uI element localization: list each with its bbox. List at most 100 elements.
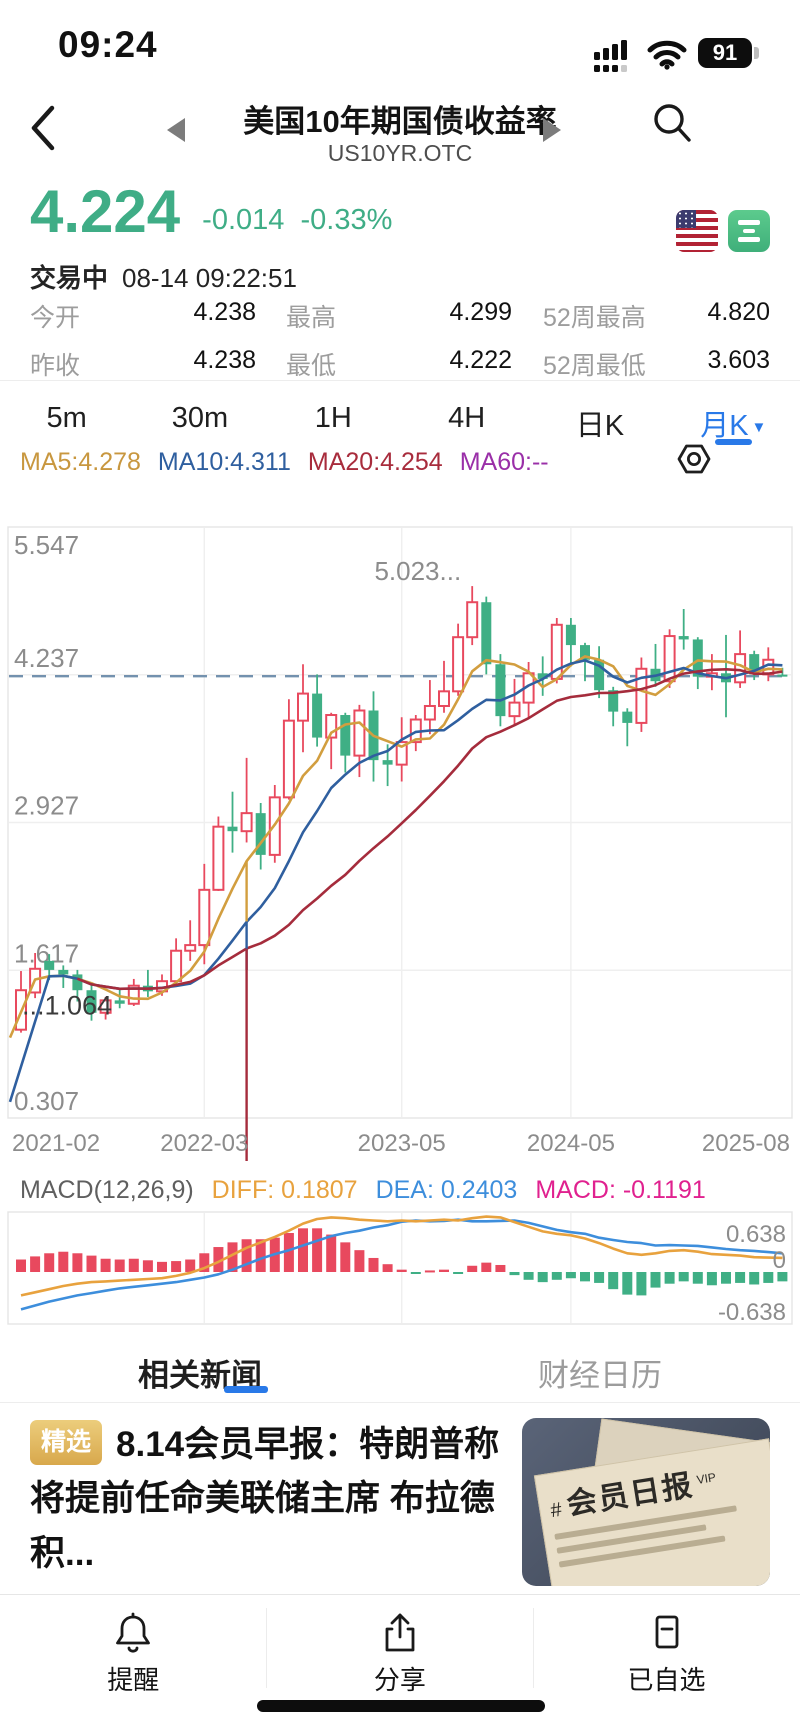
diff-line [20,1215,783,1297]
active-tab-underline [715,439,752,445]
macd-bar [382,1264,393,1272]
candle [663,635,676,683]
stat-最低: 最低 4.222 [286,346,512,382]
macd-bar [44,1253,55,1272]
y-axis-tick: 5.547 [14,530,79,560]
candle [749,654,760,675]
low-annotation: ...1.064 [22,991,112,1021]
back-button[interactable] [26,102,60,154]
macd-bar [213,1247,224,1272]
nav-separator [266,1608,267,1688]
nav-separator [533,1608,534,1688]
macd-tick-min: -0.638 [718,1299,786,1326]
next-symbol-arrow-icon[interactable] [543,118,561,142]
y-axis-tick: 4.237 [14,643,79,673]
macd-macd-value: MACD: -0.1191 [535,1176,706,1204]
candle [240,812,253,833]
battery-nub [754,47,759,59]
candle [565,624,576,646]
timeframe-tab-日K[interactable]: 日K [575,410,625,442]
chart-settings-icon[interactable] [676,441,712,477]
quote-block: 4.224 -0.014 -0.33% [30,182,392,242]
nav-item-已自选[interactable]: 已自选 [533,1598,800,1697]
timeframe-tab-1H[interactable]: 1H [314,402,352,434]
stat-52周最高: 52周最高 4.820 [543,298,770,334]
timeframe-tab-月K[interactable]: 月K ▼ [700,410,767,442]
us-flag-icon [676,210,718,252]
macd-bar [100,1258,111,1272]
candle [184,944,197,952]
candle [282,719,295,799]
macd-bar [171,1261,182,1272]
macd-bar [551,1272,562,1280]
stat-label: 最低 [286,352,337,380]
macd-bar [777,1272,788,1282]
tab-related-news[interactable]: 相关新闻 [138,1358,262,1393]
stat-value: 4.820 [707,298,770,326]
stat-昨收: 昨收 4.238 [30,346,256,382]
divider [0,380,800,381]
timeframe-tab-30m[interactable]: 30m [171,402,229,434]
candle [58,969,69,975]
nav-item-提醒[interactable]: 提醒 [0,1598,267,1697]
macd-bar [157,1261,167,1272]
macd-bar [664,1272,675,1284]
macd-bar [298,1228,308,1272]
macd-tick-zero: 0 [773,1247,786,1274]
macd-bar [594,1272,605,1283]
news-tabs: 相关新闻 财经日历 [0,1340,800,1405]
stats-row: 今开 4.238 最高 4.299 52周最高 4.820 [30,298,770,334]
candle [325,714,338,739]
high-annotation: 5.023... [374,556,461,586]
x-axis-label: 2022-03 [160,1130,248,1157]
candle [127,984,140,1005]
price-change: -0.014 -0.33% [202,204,393,236]
search-icon[interactable] [650,100,694,146]
timeframe-tabs: 5m 30m 1H 4H 日K 月K ▼ [0,394,800,452]
ma20-line [76,668,783,991]
macd-bar [410,1272,421,1274]
macd-bar [312,1228,323,1272]
macd-header: MACD(12,26,9) DIFF: 0.1807 DEA: 0.2403 M… [20,1176,706,1205]
nav-item-分享[interactable]: 分享 [267,1598,534,1697]
tab-economic-calendar[interactable]: 财经日历 [538,1358,662,1393]
candle [678,636,689,640]
ma-legend-item: MA20:4.254 [307,448,443,476]
stat-label: 52周最低 [543,352,646,380]
y-axis-tick: 0.307 [14,1086,79,1116]
timeframe-tab-5m[interactable]: 5m [46,402,87,434]
candle [395,741,408,766]
status-bar-time: 09:24 [58,24,158,65]
macd-bar [523,1272,534,1280]
battery-indicator: 91 [698,38,759,68]
macd-bar [678,1272,689,1282]
symbol-badges [676,210,770,252]
stat-最高: 最高 4.299 [286,298,512,334]
ma-legend: MA5:4.278 MA10:4.311 MA20:4.254 MA60:-- [20,448,549,477]
macd-bar [396,1269,407,1272]
chevron-down-icon: ▼ [751,419,767,436]
candle [353,709,366,757]
cellular-signal-icon [590,40,636,78]
macd-bar [622,1272,633,1295]
macd-bar [565,1272,576,1279]
candle [423,704,436,721]
prev-symbol-arrow-icon[interactable] [167,118,185,142]
candle [692,639,703,677]
home-indicator[interactable] [257,1700,545,1712]
candle [508,701,521,718]
macd-bar [424,1270,435,1273]
x-axis-label: 2025-08 [702,1130,790,1157]
stat-value: 4.238 [193,346,256,374]
macd-bar [749,1272,760,1285]
macd-bar [608,1272,619,1290]
stat-label: 今开 [30,304,81,332]
candle [86,990,97,1013]
news-item[interactable]: 精选 8.14会员早报：特朗普称将提前任命美联储主席 布拉德积... #会员日报V… [30,1418,770,1586]
stat-value: 3.603 [707,346,770,374]
candlestick-chart[interactable]: 5.5474.2372.9271.6170.3075.023......1.06… [0,520,800,1168]
nav-label: 分享 [373,1665,426,1695]
macd-bar [185,1259,196,1272]
timeframe-tab-4H[interactable]: 4H [448,402,486,434]
